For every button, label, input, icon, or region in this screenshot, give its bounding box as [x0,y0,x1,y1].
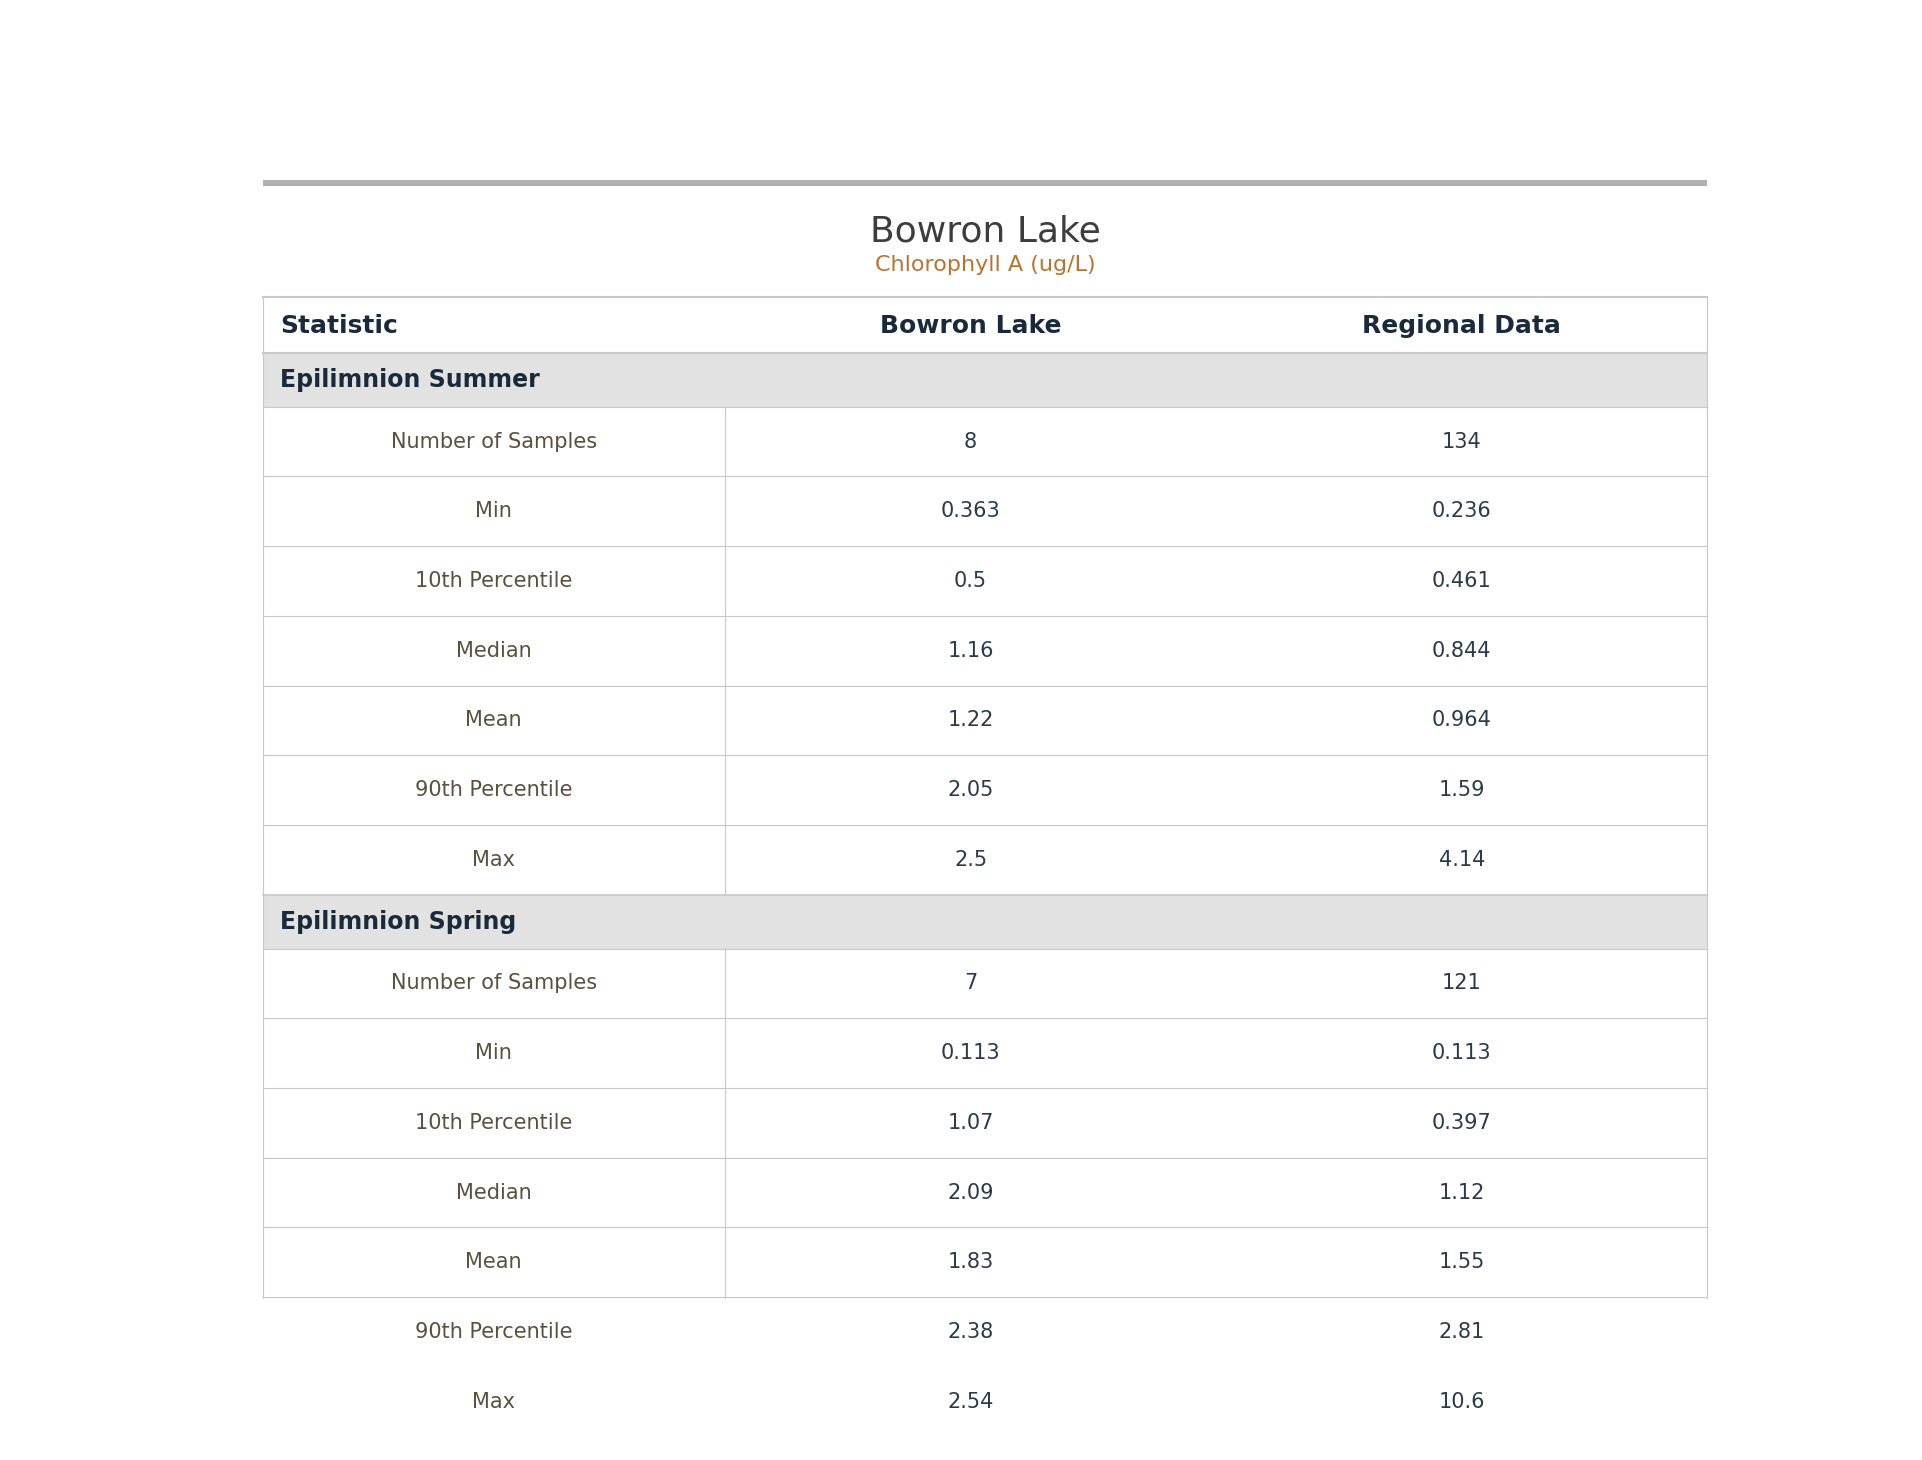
Text: 1.55: 1.55 [1440,1253,1486,1272]
Text: 1.16: 1.16 [948,641,994,661]
Bar [263,407,1707,476]
Bar [263,299,1707,353]
Text: Chlorophyll A (ug/L): Chlorophyll A (ug/L) [875,255,1096,274]
Text: 2.54: 2.54 [948,1391,994,1412]
Text: Bowron Lake: Bowron Lake [880,314,1061,337]
Text: 7: 7 [965,974,976,993]
Text: Median: Median [456,1183,532,1203]
Bar [263,616,1707,686]
Text: 0.397: 0.397 [1432,1113,1491,1133]
Bar [263,1228,1707,1296]
Text: 0.113: 0.113 [940,1044,999,1063]
Bar [263,180,1707,187]
Bar [263,825,1707,895]
Text: Bowron Lake: Bowron Lake [869,215,1101,248]
Text: 121: 121 [1442,974,1482,993]
Text: 1.59: 1.59 [1438,780,1486,800]
Text: 0.5: 0.5 [953,571,988,591]
Text: 2.05: 2.05 [948,780,994,800]
Text: Max: Max [473,850,515,870]
Bar [263,1088,1707,1158]
Text: Statistic: Statistic [281,314,398,337]
Text: 1.83: 1.83 [948,1253,994,1272]
Text: Min: Min [475,1044,511,1063]
Text: 90th Percentile: 90th Percentile [415,1321,573,1342]
Text: 134: 134 [1442,432,1482,451]
Text: 10th Percentile: 10th Percentile [415,1113,573,1133]
Bar [263,353,1707,407]
Bar [263,686,1707,755]
Text: 90th Percentile: 90th Percentile [415,780,573,800]
Bar [263,895,1707,949]
Bar [263,476,1707,546]
Text: Mean: Mean [465,1253,523,1272]
Text: Median: Median [456,641,532,661]
Text: Min: Min [475,501,511,521]
Text: Mean: Mean [465,711,523,730]
Text: 1.12: 1.12 [1440,1183,1486,1203]
Text: 2.5: 2.5 [953,850,988,870]
Bar [263,1296,1707,1367]
Text: 2.81: 2.81 [1440,1321,1486,1342]
Text: 0.236: 0.236 [1432,501,1491,521]
Text: 0.363: 0.363 [940,501,1001,521]
Text: Max: Max [473,1391,515,1412]
Text: Regional Data: Regional Data [1363,314,1561,337]
Text: 0.964: 0.964 [1432,711,1491,730]
Bar [263,1158,1707,1228]
Text: 1.22: 1.22 [948,711,994,730]
Text: 8: 8 [965,432,976,451]
Text: 2.38: 2.38 [948,1321,994,1342]
Text: 0.113: 0.113 [1432,1044,1491,1063]
Text: Number of Samples: Number of Samples [390,432,598,451]
Text: 10th Percentile: 10th Percentile [415,571,573,591]
Text: 0.461: 0.461 [1432,571,1491,591]
Bar [263,755,1707,825]
Bar [263,1367,1707,1437]
Text: 2.09: 2.09 [948,1183,994,1203]
Bar [263,546,1707,616]
Text: 1.07: 1.07 [948,1113,994,1133]
Bar [263,949,1707,1019]
Text: Number of Samples: Number of Samples [390,974,598,993]
Bar [263,1019,1707,1088]
Text: Epilimnion Summer: Epilimnion Summer [281,368,540,391]
Text: 0.844: 0.844 [1432,641,1491,661]
Text: 10.6: 10.6 [1438,1391,1486,1412]
Text: 4.14: 4.14 [1440,850,1486,870]
Text: Epilimnion Spring: Epilimnion Spring [281,910,517,933]
